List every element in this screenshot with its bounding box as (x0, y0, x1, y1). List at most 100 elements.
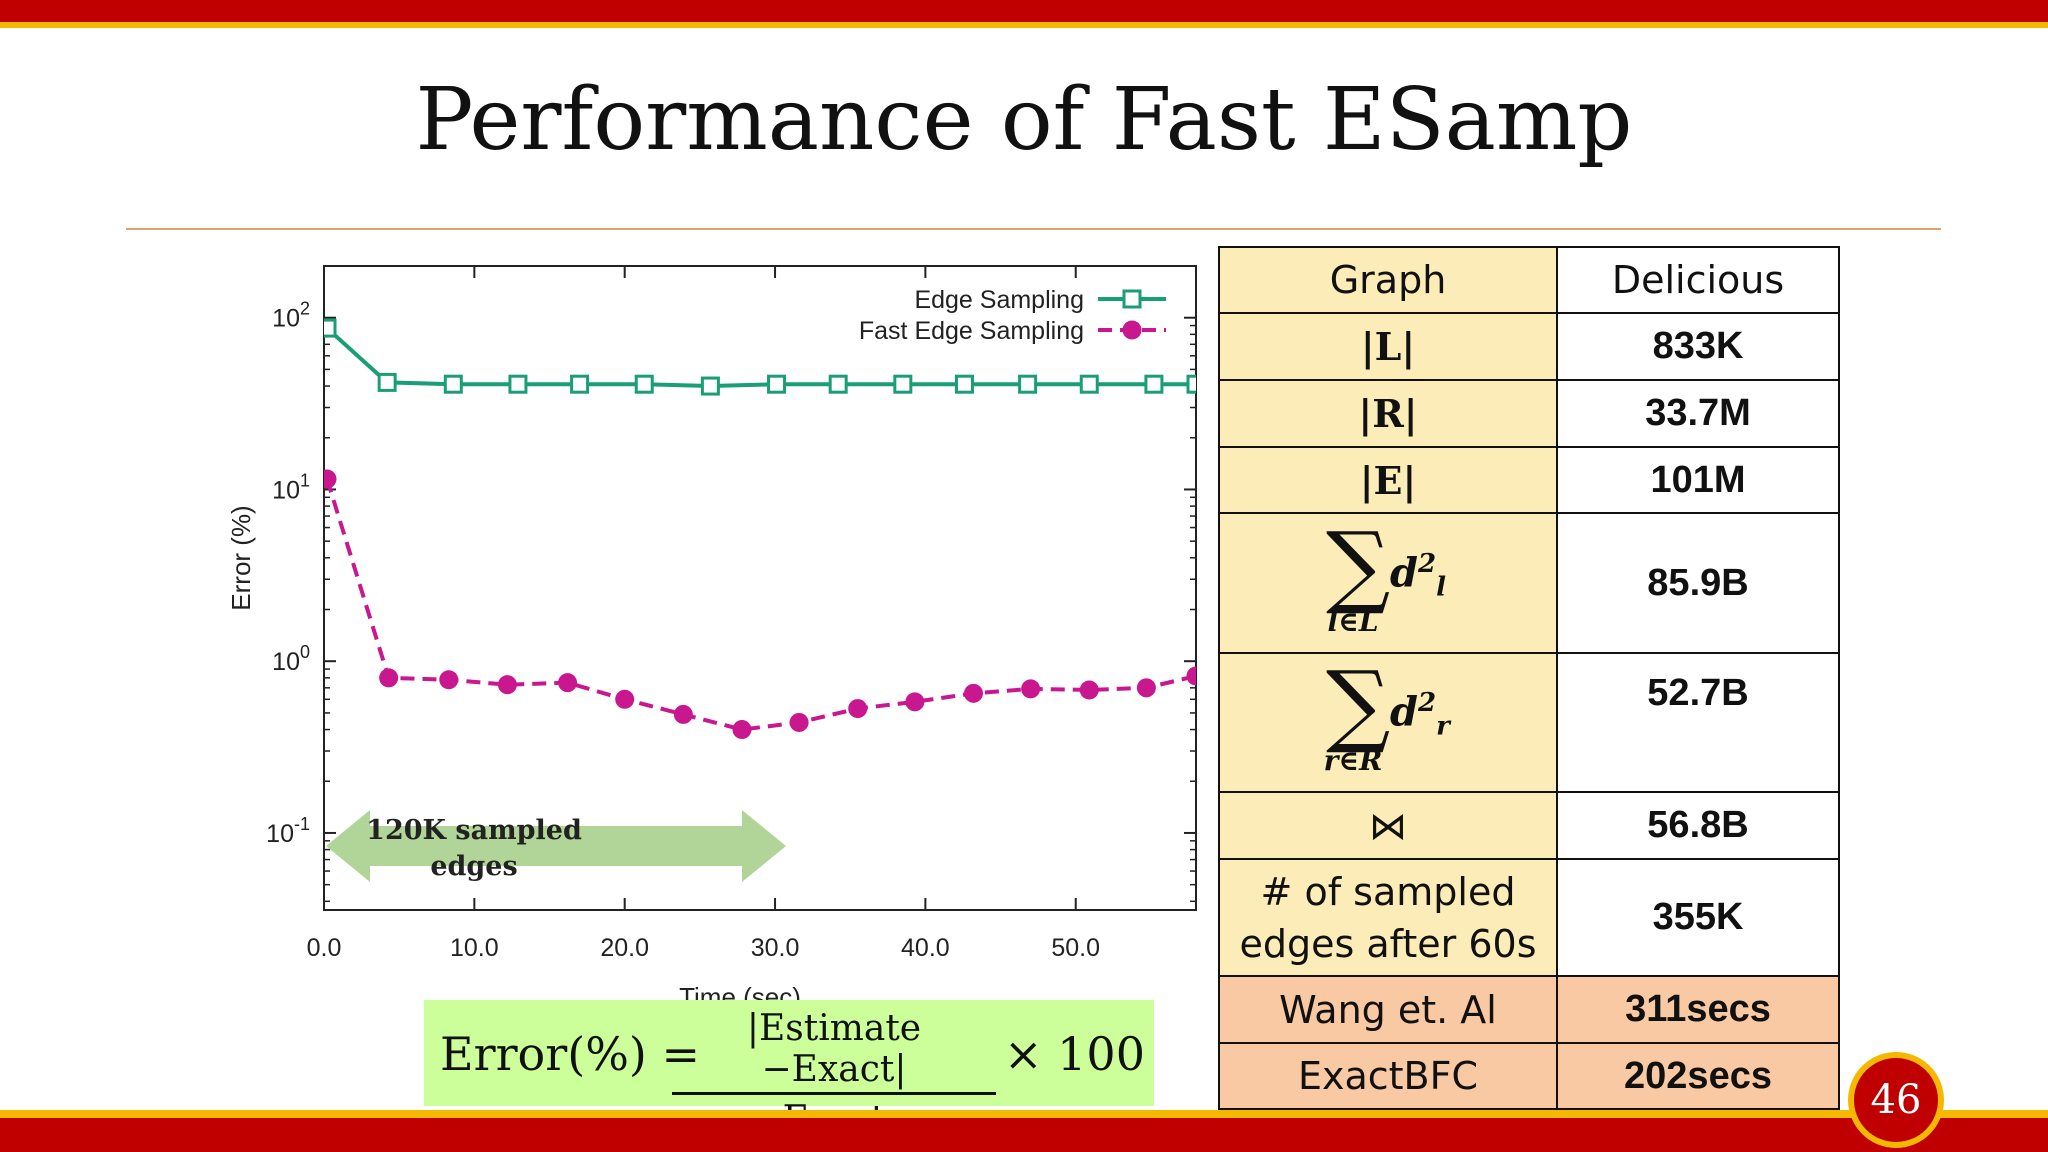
series-2-point (1136, 678, 1156, 698)
double-arrow-shape (326, 810, 786, 882)
value-e: 101M (1556, 446, 1840, 514)
series-1-point (508, 374, 528, 394)
y-tick-exponent: 2 (300, 299, 310, 319)
top-red-bar (0, 0, 2048, 22)
table-row: |R| 33.7M (1218, 379, 1840, 448)
formula-numerator: |Estimate −Exact| (672, 1008, 996, 1095)
term-sup: 2 (1417, 688, 1437, 718)
term-sub: l (1436, 571, 1446, 602)
series-2-point (497, 675, 517, 695)
series-1-point (828, 374, 848, 394)
series-2-point (439, 670, 459, 690)
series-line-2 (325, 478, 1196, 732)
x-tick-label: 50.0 (1051, 934, 1100, 962)
top-gold-stripe (0, 22, 2048, 28)
y-tick-exponent: 1 (300, 470, 310, 490)
term-base: d (1390, 548, 1418, 596)
legend-square-marker (1122, 289, 1142, 309)
sum-l-term: d2l (1390, 549, 1446, 602)
y-tick-label: 102 (272, 299, 310, 333)
stats-table: Graph Delicious |L| 833K |R| 33.7M |E| 1… (1218, 246, 1840, 1110)
sum-r-expression: ∑ r∈R d2r (1318, 652, 1458, 778)
bottom-gold-stripe (0, 1110, 2048, 1118)
annotation-line-1: 120K sampled (366, 815, 582, 846)
x-tick-label: 0.0 (307, 934, 342, 962)
label-sampled: # of sampled edges after 60s (1218, 858, 1558, 977)
table-row: Wang et. Al 311secs (1218, 975, 1840, 1044)
series-1-point (1079, 374, 1099, 394)
value-join: 56.8B (1556, 791, 1840, 860)
series-2-point (963, 683, 983, 703)
label-r: |R| (1218, 379, 1558, 448)
value-sum-l: 85.9B (1556, 512, 1840, 654)
x-tick-label: 30.0 (751, 934, 800, 962)
title-divider (126, 228, 1941, 230)
term-sub: r (1436, 711, 1450, 742)
header-graph-cell: Graph (1218, 246, 1558, 314)
label-e: |E| (1218, 446, 1558, 514)
series-1-point (634, 374, 654, 394)
legend-circle-marker (1122, 320, 1142, 340)
series-1-point (443, 374, 463, 394)
x-tick-label: 20.0 (600, 934, 649, 962)
table-row: ∑ l∈L d2l 85.9B (1218, 512, 1840, 654)
x-tick-label: 40.0 (901, 934, 950, 962)
value-sum-r: 52.7B (1556, 652, 1840, 793)
table-row: Graph Delicious (1218, 246, 1840, 314)
series-2-point (789, 712, 809, 732)
series-1-point (324, 318, 337, 338)
value-wang: 311secs (1556, 975, 1840, 1044)
slide-title: Performance of Fast ESamp (415, 70, 1633, 170)
label-l: |L| (1218, 312, 1558, 381)
series-1-point (570, 374, 590, 394)
error-chart: 0.0 10.0 20.0 30.0 40.0 50.010210110010-1Time… (226, 265, 1197, 1010)
series-2-point (1079, 680, 1099, 700)
error-formula: Error(%) = |Estimate −Exact| Exact × 100 (424, 1000, 1154, 1140)
series-2-point (558, 673, 578, 693)
table-row: |L| 833K (1218, 312, 1840, 381)
series-1-point (377, 372, 397, 392)
legend-label: Fast Edge Sampling (859, 317, 1084, 345)
value-l: 833K (1556, 312, 1840, 381)
series-2-point (379, 668, 399, 688)
sum-l-subscript: l∈L (1327, 604, 1379, 638)
term-base: d (1390, 688, 1418, 736)
series-1-point (700, 376, 720, 396)
plot-frame (323, 265, 1197, 911)
y-axis-label: Error (%) (226, 505, 256, 610)
sum-r-subscript: r∈R (1323, 744, 1383, 777)
series-1-point (767, 374, 787, 394)
header-dataset-cell: Delicious (1556, 246, 1840, 314)
label-wang: Wang et. Al (1218, 975, 1558, 1044)
sum-l-expression: ∑ l∈L d2l (1318, 513, 1458, 639)
x-tick-label: 10.0 (450, 934, 499, 962)
series-1-point (1186, 374, 1196, 394)
term-sup: 2 (1417, 548, 1437, 579)
y-tick-label: 101 (272, 470, 310, 504)
series-1-point (893, 374, 913, 394)
table-row: ∑ r∈R d2r 52.7B (1218, 652, 1840, 793)
series-2-point (1021, 679, 1041, 699)
label-sampled-line2: edges after 60s (1239, 921, 1537, 966)
label-exactbfc: ExactBFC (1218, 1042, 1558, 1110)
formula-lhs: Error(%) = (440, 1027, 701, 1081)
label-sum-r: ∑ r∈R d2r (1218, 652, 1558, 793)
series-1-point (1144, 374, 1164, 394)
series-2-point (848, 699, 868, 719)
y-tick-label: 100 (272, 642, 310, 676)
table-row: |E| 101M (1218, 446, 1840, 514)
value-sampled: 355K (1556, 858, 1840, 977)
formula-fraction: |Estimate −Exact| Exact (672, 1008, 996, 1140)
y-tick-exponent: 0 (300, 642, 310, 662)
series-1-point (954, 374, 974, 394)
y-tick-label: 10-1 (266, 814, 310, 848)
series-2-point (324, 469, 337, 489)
series-2-point (732, 720, 752, 740)
series-2-point (1186, 666, 1196, 686)
value-exactbfc: 202secs (1556, 1042, 1840, 1110)
y-tick-exponent: -1 (294, 814, 310, 834)
annotation-line-2: edges (430, 851, 517, 882)
series-2-point (615, 689, 635, 709)
value-r: 33.7M (1556, 379, 1840, 448)
bottom-red-bar (0, 1118, 2048, 1152)
